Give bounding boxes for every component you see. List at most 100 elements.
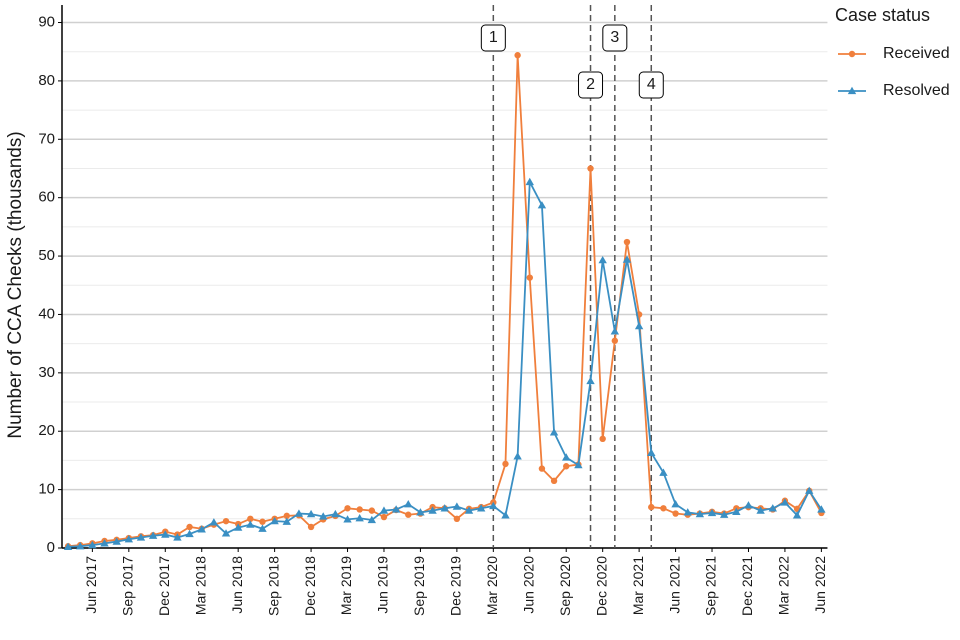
point <box>513 452 522 460</box>
point <box>683 508 692 516</box>
point <box>476 504 486 512</box>
point <box>173 533 182 541</box>
point <box>538 465 546 472</box>
x-tick-label: Jun 2018 <box>229 556 245 614</box>
x-tick-label: Jun 2017 <box>83 556 99 614</box>
point <box>440 504 449 512</box>
point <box>805 486 814 494</box>
point <box>319 512 328 520</box>
x-tick-label: Mar 2019 <box>338 556 354 615</box>
point <box>404 500 413 508</box>
point <box>307 523 315 531</box>
legend-label: Resolved <box>883 82 950 99</box>
point <box>100 539 109 547</box>
y-tick-label: 50 <box>38 247 55 264</box>
point <box>197 525 206 533</box>
series-line <box>68 178 823 548</box>
x-tick-label: Mar 2020 <box>484 556 500 615</box>
x-tick-label: Mar 2021 <box>630 556 646 615</box>
y-tick-label: 30 <box>38 364 55 381</box>
x-tick-label: Sep 2018 <box>265 556 281 616</box>
point <box>356 506 363 513</box>
point <box>732 507 741 515</box>
point <box>247 515 254 523</box>
point <box>660 505 667 512</box>
point <box>209 518 219 526</box>
point <box>648 503 655 511</box>
point <box>161 530 170 538</box>
point <box>526 274 533 281</box>
point <box>233 523 243 531</box>
event-label-box <box>602 24 628 52</box>
event-label-box <box>578 71 604 99</box>
x-tick-label: Jun 2021 <box>666 556 682 614</box>
point <box>563 463 570 470</box>
y-tick-label: 0 <box>47 539 55 556</box>
legend-title: Case status <box>835 5 930 25</box>
y-tick-label: 90 <box>38 13 55 30</box>
point <box>634 321 644 330</box>
point <box>502 460 509 468</box>
point <box>501 511 510 519</box>
point <box>76 542 85 550</box>
point <box>817 505 826 513</box>
point <box>259 518 266 525</box>
point <box>416 508 425 516</box>
y-tick-label: 60 <box>38 189 55 206</box>
x-tick-label: Mar 2018 <box>192 556 208 615</box>
x-tick-label: Sep 2020 <box>557 556 573 616</box>
point <box>537 201 547 209</box>
point <box>428 506 437 514</box>
point <box>283 512 290 520</box>
event-label: 1 <box>489 29 498 46</box>
x-tick-label: Jun 2022 <box>812 556 828 614</box>
point <box>707 508 717 517</box>
y-tick-label: 10 <box>38 481 55 498</box>
point <box>587 165 594 172</box>
point <box>514 52 521 59</box>
point <box>550 477 558 485</box>
point <box>756 506 765 514</box>
point <box>623 238 631 246</box>
point <box>379 506 389 514</box>
point <box>622 255 632 263</box>
point <box>525 177 534 186</box>
y-tick-label: 80 <box>38 72 55 89</box>
point <box>294 509 304 517</box>
point <box>112 537 121 545</box>
x-tick-label: Dec 2019 <box>448 556 464 616</box>
x-tick-label: Dec 2020 <box>593 556 609 616</box>
point <box>63 542 73 550</box>
event-label: 2 <box>586 76 595 93</box>
x-tick-label: Sep 2019 <box>411 556 427 616</box>
point <box>222 517 230 525</box>
point <box>391 505 401 513</box>
point <box>610 327 620 335</box>
point <box>611 337 619 344</box>
point <box>380 513 388 521</box>
point <box>549 428 559 436</box>
point <box>659 468 668 476</box>
point <box>186 523 193 531</box>
event-label-box <box>480 24 506 52</box>
point <box>598 255 607 264</box>
x-tick-label: Dec 2021 <box>739 556 755 616</box>
point <box>647 448 656 456</box>
point <box>672 510 679 517</box>
x-tick-label: Jun 2019 <box>375 556 391 614</box>
point <box>405 511 412 518</box>
point <box>586 376 595 385</box>
event-label: 3 <box>610 29 619 46</box>
point <box>185 529 194 538</box>
point <box>368 507 376 514</box>
point <box>792 511 802 519</box>
point <box>744 501 753 509</box>
point <box>599 435 606 443</box>
point <box>562 453 571 461</box>
point <box>124 535 134 543</box>
point <box>780 498 790 506</box>
event-label-box <box>638 71 664 99</box>
point <box>331 509 340 518</box>
point <box>719 510 729 518</box>
